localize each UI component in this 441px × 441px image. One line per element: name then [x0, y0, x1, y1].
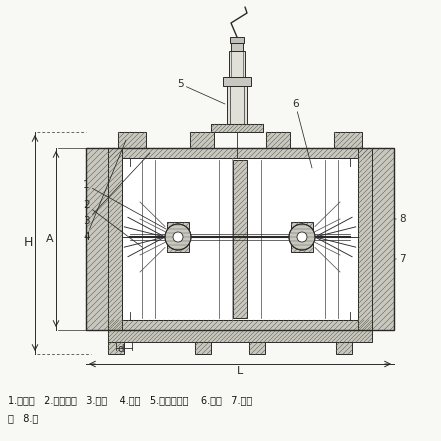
- Circle shape: [289, 224, 315, 250]
- Text: L: L: [237, 366, 243, 376]
- Text: 7: 7: [395, 254, 406, 264]
- Bar: [229, 51, 245, 77]
- Text: 4: 4: [83, 140, 126, 242]
- Bar: [108, 330, 372, 342]
- Bar: [108, 342, 124, 354]
- Circle shape: [173, 232, 183, 242]
- Text: 8: 8: [395, 214, 406, 224]
- Bar: [334, 132, 362, 148]
- Bar: [211, 124, 263, 132]
- Bar: [195, 342, 211, 354]
- Bar: [233, 160, 247, 318]
- Bar: [86, 148, 108, 330]
- Text: 承   8.轴: 承 8.轴: [8, 413, 38, 423]
- Text: 6: 6: [292, 99, 312, 168]
- Bar: [190, 132, 214, 148]
- Circle shape: [165, 224, 191, 250]
- Bar: [336, 342, 352, 354]
- Bar: [266, 132, 290, 148]
- Text: 2: 2: [83, 200, 142, 247]
- Bar: [86, 148, 394, 330]
- Bar: [118, 132, 146, 148]
- Bar: [372, 148, 394, 330]
- Bar: [230, 37, 244, 43]
- Text: H: H: [23, 236, 33, 250]
- Text: 1.球轴承   2.前导向件   3.张圈    4.壳体   5.前置放大器    6.叶轮   7.轴承: 1.球轴承 2.前导向件 3.张圈 4.壳体 5.前置放大器 6.叶轮 7.轴承: [8, 395, 252, 405]
- Text: A: A: [46, 234, 54, 244]
- Bar: [291, 222, 313, 252]
- Bar: [227, 86, 247, 124]
- Bar: [358, 148, 372, 330]
- Bar: [108, 320, 372, 330]
- Bar: [122, 158, 358, 320]
- Text: 3: 3: [83, 153, 150, 226]
- Bar: [211, 124, 263, 132]
- Bar: [223, 77, 251, 86]
- Text: 1: 1: [83, 180, 166, 229]
- Bar: [249, 342, 265, 354]
- Circle shape: [297, 232, 307, 242]
- Bar: [108, 148, 122, 330]
- Bar: [167, 222, 189, 252]
- Text: 5: 5: [177, 79, 225, 104]
- Bar: [108, 148, 372, 158]
- Bar: [231, 43, 243, 51]
- Text: d: d: [118, 344, 124, 354]
